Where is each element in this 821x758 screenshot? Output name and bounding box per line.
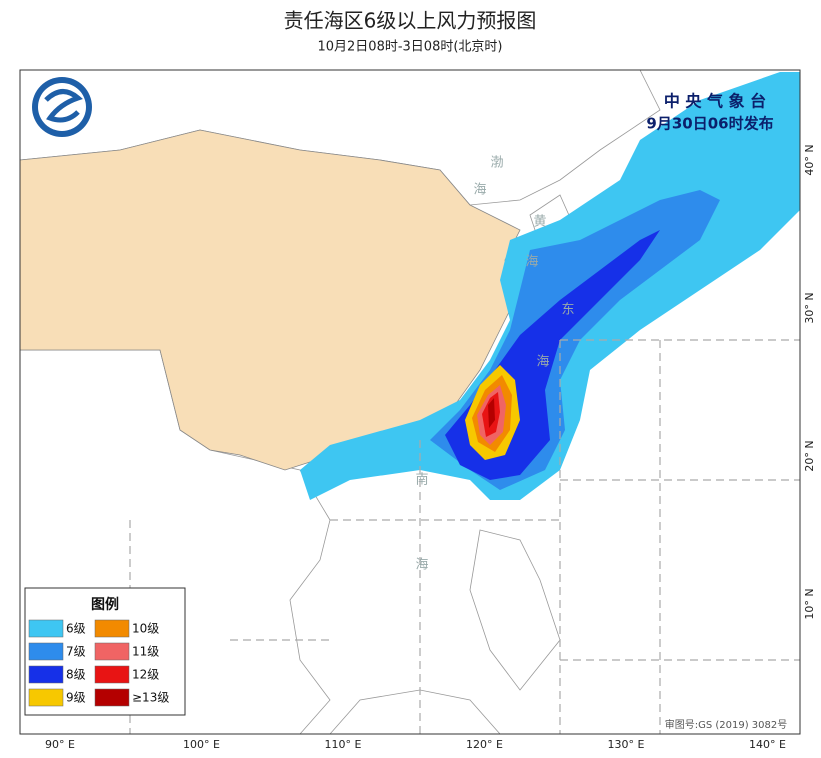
legend-title: 图例 (91, 596, 119, 613)
legend-label: 9级 (66, 691, 86, 705)
approval-number: 审图号:GS (2019) 3082号 (665, 718, 788, 731)
sea-label: 海 (415, 558, 428, 573)
legend-swatch (28, 688, 64, 707)
legend-swatch (94, 619, 130, 638)
legend-swatch (28, 665, 64, 684)
borneo (329, 689, 501, 734)
legend-swatch (28, 619, 64, 638)
philippines (469, 529, 561, 691)
issue-time: 9月30日06时发布 (646, 115, 773, 133)
wind-zone-13 (488, 398, 495, 428)
latitude-label: 40° N (803, 144, 816, 175)
sea-label: 海 (473, 183, 486, 198)
sea-label: 海 (525, 255, 538, 270)
legend-label: 8级 (66, 668, 86, 682)
longitude-label: 110° E (325, 738, 362, 751)
legend-label: ≥13级 (132, 691, 169, 705)
longitude-label: 130° E (608, 738, 645, 751)
latitude-label: 10° N (803, 588, 816, 619)
latitude-label: 30° N (803, 292, 816, 323)
sea-label: 海 (536, 355, 549, 370)
legend-label: 12级 (132, 668, 159, 682)
latitude-label: 20° N (803, 440, 816, 471)
legend: 图例 6级 7级 8级 9级 10级 11级 12级 ≥13级 (24, 587, 186, 716)
subtitle: 10月2日08时-3日08时(北京时) (317, 40, 502, 55)
logo-mark (44, 89, 83, 123)
longitude-label: 100° E (183, 738, 220, 751)
logo (32, 77, 92, 137)
longitude-label: 120° E (466, 738, 503, 751)
china (20, 129, 521, 471)
sea-label: 黄 (533, 215, 546, 230)
legend-swatch (94, 642, 130, 661)
sea-label: 东 (561, 303, 574, 318)
legend-label: 7级 (66, 645, 86, 659)
sea-label: 渤 (490, 155, 503, 171)
longitude-label: 140° E (749, 738, 786, 751)
title: 责任海区6级以上风力预报图 (284, 9, 537, 33)
longitude-label: 90° E (45, 738, 75, 751)
legend-label: 11级 (132, 645, 159, 659)
sea-label: 南 (415, 472, 428, 488)
legend-label: 10级 (132, 622, 159, 636)
legend-swatch (28, 642, 64, 661)
agency-name: 中 央 气 象 台 (664, 92, 766, 111)
legend-swatch (94, 688, 130, 707)
legend-label: 6级 (66, 622, 86, 636)
legend-swatch (94, 665, 130, 684)
map-frame (19, 69, 801, 735)
